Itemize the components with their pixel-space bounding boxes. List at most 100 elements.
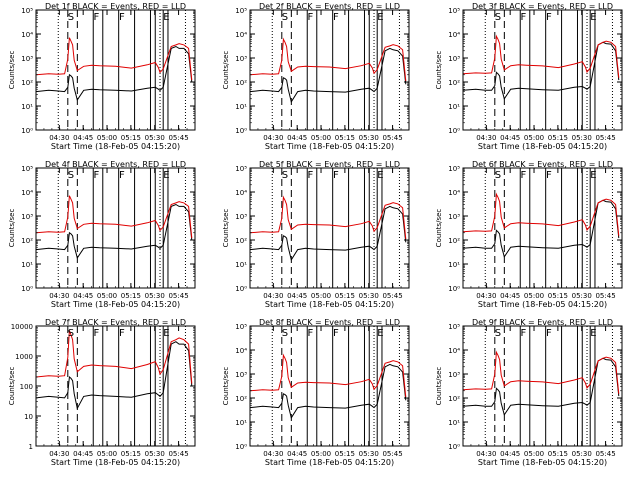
y-tick-label: 10² [235, 395, 247, 403]
lld-curve [36, 37, 193, 81]
events-curve [250, 47, 407, 104]
y-tick-label: 10³ [235, 213, 247, 221]
plot-frame [249, 325, 410, 447]
marker-letter: E [163, 12, 169, 23]
x-tick-label: 05:45 [595, 134, 615, 142]
marker-letter: E [163, 170, 169, 181]
lld-curve [463, 34, 620, 78]
x-tick-label: 04:30 [49, 292, 69, 300]
x-tick-label: 04:30 [263, 134, 283, 142]
lld-curve [463, 192, 620, 236]
y-axis-label: Counts/sec [222, 209, 230, 248]
x-tick-label: 05:00 [311, 134, 331, 142]
panel-9: 10⁰ 10¹ 10² 10³ 10⁴ 10⁵ 04:30 04:45 05:00 05:15 05… [435, 318, 623, 467]
marker-letter: F [546, 12, 552, 23]
y-axis-label: Counts/sec [8, 209, 16, 248]
x-tick-label: 05:15 [335, 292, 355, 300]
panel-5: 10⁰ 10¹ 10² 10³ 10⁴ 10⁵ 04:30 04:45 05:00 05:15 05… [222, 160, 410, 309]
lld-curve [250, 37, 407, 82]
y-tick-label: 10¹ [235, 419, 247, 427]
y-tick-label: 1000 [15, 353, 33, 361]
y-axis-label: Counts/sec [8, 367, 16, 406]
marker-letter: S [282, 328, 288, 339]
marker-letter: F [521, 12, 527, 23]
y-tick-label: 10¹ [235, 261, 247, 269]
y-axis-label: Counts/sec [435, 209, 443, 248]
panel-title: Det 5f BLACK = Events, RED = LLD [259, 160, 400, 169]
plot-frame [462, 9, 623, 131]
x-tick-label: 04:30 [476, 292, 496, 300]
x-tick-label: 04:45 [287, 292, 307, 300]
x-tick-label: 05:30 [145, 450, 165, 458]
panel-title: Det 8f BLACK = Events, RED = LLD [259, 318, 400, 327]
y-tick-label: 10⁵ [448, 165, 460, 173]
marker-letter: F [119, 170, 125, 181]
events-curve [36, 203, 193, 260]
x-tick-label: 05:45 [382, 134, 402, 142]
panel-title: Det 7f BLACK = Events, RED = LLD [45, 318, 186, 327]
x-tick-label: 04:45 [287, 134, 307, 142]
y-tick-label: 10² [235, 237, 247, 245]
x-tick-label: 04:45 [500, 292, 520, 300]
x-axis-label: Start Time (18-Feb-05 04:15:20) [51, 142, 180, 151]
y-tick-label: 10³ [21, 213, 33, 221]
panel-title: Det 6f BLACK = Events, RED = LLD [472, 160, 613, 169]
panel-title: Det 1f BLACK = Events, RED = LLD [45, 2, 186, 11]
y-axis-label: Counts/sec [435, 51, 443, 90]
y-tick-label: 10² [448, 79, 460, 87]
y-tick-label: 10⁰ [21, 285, 33, 293]
panel-4: 10⁰ 10¹ 10² 10³ 10⁴ 10⁵ 04:30 04:45 05:00 05:15 05… [8, 160, 196, 309]
x-tick-label: 05:30 [145, 134, 165, 142]
marker-letter: S [68, 170, 74, 181]
y-tick-label: 1 [29, 443, 33, 451]
x-tick-label: 04:30 [263, 292, 283, 300]
x-tick-label: 05:00 [97, 292, 117, 300]
x-tick-label: 05:15 [121, 292, 141, 300]
y-tick-label: 10⁴ [448, 189, 460, 197]
plot-frame [35, 9, 196, 131]
y-tick-label: 10⁴ [21, 31, 33, 39]
marker-letter: S [68, 12, 74, 23]
x-axis-label: Start Time (18-Feb-05 04:15:20) [51, 300, 180, 309]
marker-letter: F [521, 170, 527, 181]
marker-letter: E [377, 328, 383, 339]
x-tick-label: 05:30 [359, 292, 379, 300]
y-tick-label: 10⁴ [235, 347, 247, 355]
marker-letter: F [333, 170, 339, 181]
marker-letter: E [590, 328, 596, 339]
y-tick-label: 10⁵ [235, 7, 247, 15]
y-tick-label: 10⁵ [235, 323, 247, 331]
x-tick-label: 05:30 [572, 450, 592, 458]
marker-letter: F [94, 328, 100, 339]
y-tick-label: 10⁴ [448, 347, 460, 355]
y-tick-label: 10⁴ [235, 189, 247, 197]
marker-letter: S [282, 170, 288, 181]
x-tick-label: 05:00 [311, 450, 331, 458]
lld-curve [250, 353, 407, 398]
marker-letter: S [282, 12, 288, 23]
marker-letter: E [377, 12, 383, 23]
x-tick-label: 04:30 [263, 450, 283, 458]
y-tick-label: 10² [21, 237, 33, 245]
y-tick-label: 10³ [235, 371, 247, 379]
y-tick-label: 10¹ [448, 261, 460, 269]
y-tick-label: 10² [235, 79, 247, 87]
x-tick-label: 05:15 [121, 134, 141, 142]
x-tick-label: 05:00 [524, 292, 544, 300]
panel-title: Det 9f BLACK = Events, RED = LLD [472, 318, 613, 327]
x-tick-label: 05:45 [168, 450, 188, 458]
marker-letter: F [94, 170, 100, 181]
y-tick-label: 10¹ [21, 103, 33, 111]
x-tick-label: 05:15 [335, 450, 355, 458]
panel-title: Det 3f BLACK = Events, RED = LLD [472, 2, 613, 11]
plot-frame [462, 325, 623, 447]
marker-letter: F [119, 328, 125, 339]
x-axis-label: Start Time (18-Feb-05 04:15:20) [265, 142, 394, 151]
y-tick-label: 10⁰ [448, 285, 460, 293]
marker-letter: S [68, 328, 74, 339]
marker-letter: E [590, 170, 596, 181]
lld-curve [36, 195, 193, 239]
y-tick-label: 10⁰ [235, 285, 247, 293]
panel-title: Det 4f BLACK = Events, RED = LLD [45, 160, 186, 169]
y-tick-label: 10³ [448, 213, 460, 221]
